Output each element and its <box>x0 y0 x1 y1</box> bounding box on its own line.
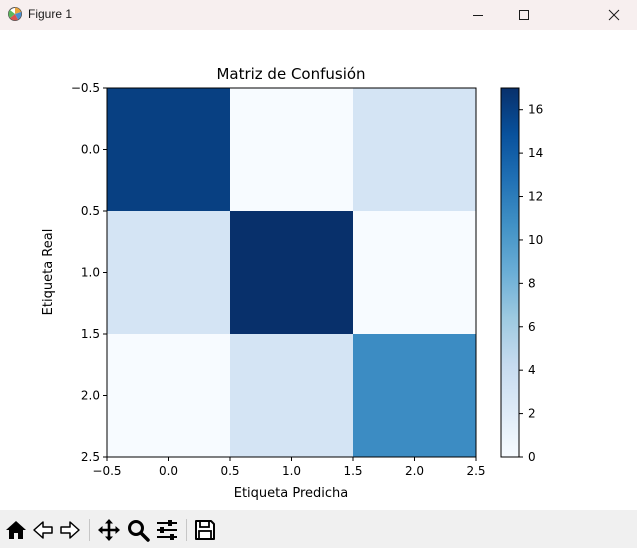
heatmap-cell <box>230 334 354 458</box>
heatmap-cells <box>107 88 477 458</box>
colorbar-ticks: 0 2 4 6 8 10 12 14 16 <box>519 103 543 464</box>
y-axis-label: Etiqueta Real <box>41 229 56 316</box>
y-tick-label: 1.5 <box>81 327 100 341</box>
x-tick-label: 2.5 <box>466 464 485 478</box>
heatmap-cell <box>107 211 231 335</box>
configure-subplots-icon <box>157 520 177 540</box>
matplotlib-app-icon <box>8 7 22 21</box>
colorbar-tick-label: 2 <box>528 407 536 421</box>
forward-arrow-icon <box>60 521 80 539</box>
toolbar-separator <box>89 519 90 541</box>
y-tick-label: −0.5 <box>71 81 100 95</box>
zoom-button[interactable] <box>126 518 150 542</box>
zoom-icon <box>128 520 150 542</box>
configure-subplots-button[interactable] <box>155 518 179 542</box>
x-tick-label: 0.0 <box>159 464 178 478</box>
colorbar-tick-label: 14 <box>528 146 543 160</box>
colorbar-tick-label: 8 <box>528 276 536 290</box>
pan-button[interactable] <box>97 518 121 542</box>
minimize-icon <box>473 15 483 16</box>
chart-title: Matriz de Confusión <box>216 65 365 83</box>
close-button[interactable] <box>591 0 637 30</box>
heatmap-cell <box>230 88 354 212</box>
y-tick-label: 0.5 <box>81 204 100 218</box>
y-tick-label: 0.0 <box>81 143 100 157</box>
title-bar: Figure 1 <box>0 0 637 30</box>
back-arrow-icon <box>33 521 53 539</box>
heatmap-cell <box>107 334 231 458</box>
heatmap-cell <box>107 88 231 212</box>
save-icon <box>195 520 215 540</box>
x-tick-label: 2.0 <box>405 464 424 478</box>
x-axis-label: Etiqueta Predicha <box>234 486 349 501</box>
close-icon <box>608 9 620 21</box>
minimize-button[interactable] <box>455 0 501 30</box>
toolbar-separator <box>186 519 187 541</box>
colorbar <box>500 87 520 458</box>
x-tick-label: 0.5 <box>220 464 239 478</box>
colorbar-tick-label: 4 <box>528 363 536 377</box>
colorbar-tick-label: 12 <box>528 190 543 204</box>
window-title: Figure 1 <box>28 7 73 21</box>
y-tick-label: 2.5 <box>81 450 100 464</box>
home-icon <box>6 521 26 539</box>
colorbar-tick-label: 16 <box>528 103 543 117</box>
confusion-matrix-chart: Matriz de Confusión −0.5 0.0 0.5 1.0 1.5 2.0 2… <box>41 65 543 501</box>
home-button[interactable] <box>4 518 28 542</box>
colorbar-tick-label: 6 <box>528 320 536 334</box>
x-axis-ticks: −0.5 0.0 0.5 1.0 1.5 2.0 2.5 <box>92 457 486 478</box>
pan-icon <box>98 519 120 541</box>
save-button[interactable] <box>193 518 217 542</box>
colorbar-tick-label: 10 <box>528 233 543 247</box>
heatmap-cell <box>230 211 354 335</box>
x-tick-label: −0.5 <box>92 464 121 478</box>
x-tick-label: 1.0 <box>282 464 301 478</box>
maximize-icon <box>519 10 529 20</box>
forward-button[interactable] <box>58 518 82 542</box>
heatmap-cell <box>353 88 477 212</box>
navigation-toolbar <box>0 510 637 548</box>
heatmap-cell <box>353 211 477 335</box>
heatmap-cell <box>353 334 477 458</box>
back-button[interactable] <box>31 518 55 542</box>
colorbar-tick-label: 0 <box>528 450 536 464</box>
y-axis-ticks: −0.5 0.0 0.5 1.0 1.5 2.0 2.5 <box>71 81 107 464</box>
x-tick-label: 1.5 <box>343 464 362 478</box>
y-tick-label: 1.0 <box>81 266 100 280</box>
close-button-x[interactable] <box>547 0 593 30</box>
maximize-button[interactable] <box>501 0 547 30</box>
figure-canvas[interactable]: Matriz de Confusión −0.5 0.0 0.5 1.0 1.5 2.0 2… <box>0 30 637 510</box>
y-tick-label: 2.0 <box>81 389 100 403</box>
